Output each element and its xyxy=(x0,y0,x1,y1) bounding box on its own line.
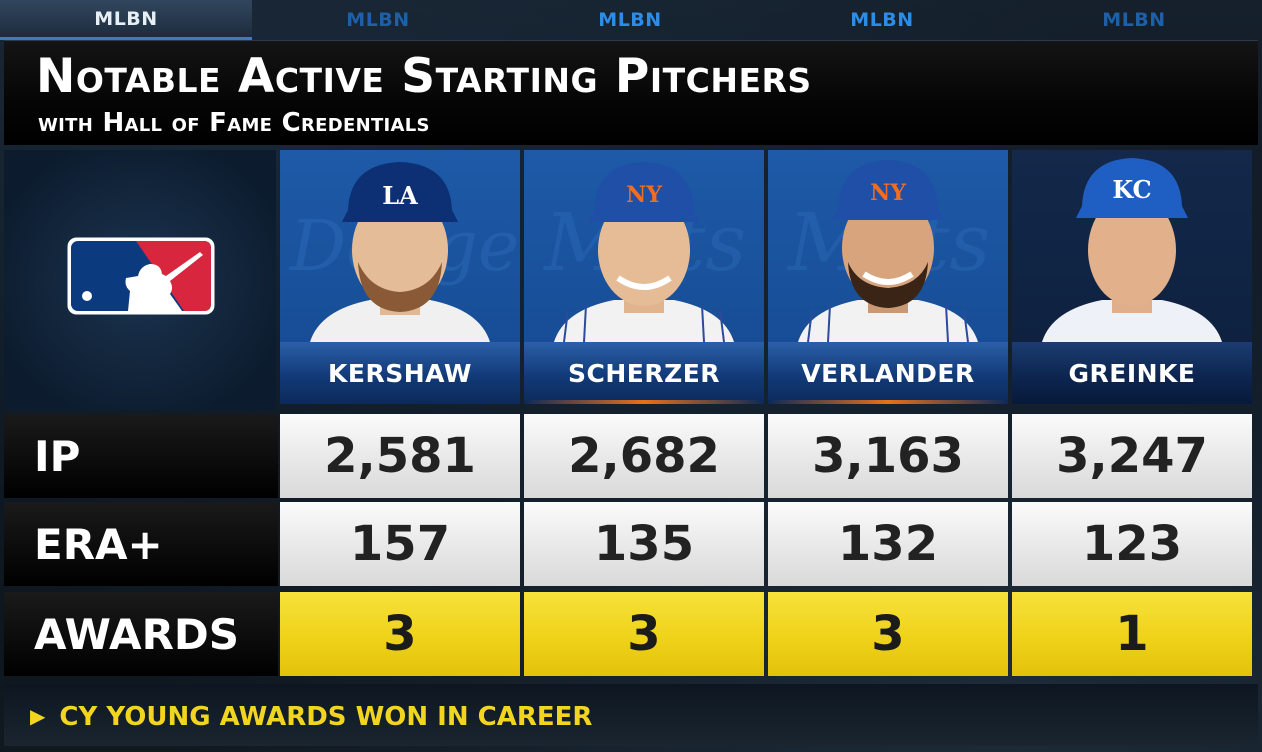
stat-label-era-plus: ERA+ xyxy=(4,502,278,586)
player-photo: Mets NY xyxy=(768,150,1008,342)
player-name: GREINKE xyxy=(1012,342,1252,404)
network-tabs: MLBN MLBN MLBN MLBN MLBN xyxy=(0,0,1262,40)
title-bar: Notable Active Starting Pitchers with Ha… xyxy=(4,40,1258,145)
stat-cell: 3 xyxy=(524,592,764,676)
player-column-verlander: Mets NY VERLANDER xyxy=(768,150,1008,410)
network-tab[interactable]: MLBN xyxy=(1102,9,1166,31)
footnote-text: CY YOUNG AWARDS WON IN CAREER xyxy=(59,702,593,732)
stat-cell: 132 xyxy=(768,502,1008,586)
stat-label-awards: AWARDS xyxy=(4,592,278,676)
stat-cell: 135 xyxy=(524,502,764,586)
footnote: ▶ CY YOUNG AWARDS WON IN CAREER xyxy=(30,702,592,732)
svg-text:NY: NY xyxy=(626,182,662,208)
network-tab[interactable]: MLBN xyxy=(598,9,662,31)
network-tab[interactable]: MLBN xyxy=(850,9,914,31)
player-photo: KC xyxy=(1012,150,1252,342)
svg-text:LA: LA xyxy=(382,181,418,210)
player-photo: Dodgers LA xyxy=(280,150,520,342)
stat-cell: 1 xyxy=(1012,592,1252,676)
player-column-kershaw: Dodgers LA KERSHAW xyxy=(280,150,520,410)
stat-cell: 157 xyxy=(280,502,520,586)
player-name-label: GREINKE xyxy=(1068,358,1196,388)
player-name-label: SCHERZER xyxy=(567,358,721,388)
stat-cell: 2,682 xyxy=(524,414,764,498)
player-column-greinke: KC GREINKE xyxy=(1012,150,1252,410)
play-arrow-icon: ▶ xyxy=(30,704,46,728)
stat-cell: 3,163 xyxy=(768,414,1008,498)
stat-cell: 3 xyxy=(280,592,520,676)
accent-stripe xyxy=(524,400,764,404)
player-name: KERSHAW xyxy=(280,342,520,404)
mlb-logo-icon xyxy=(67,237,215,315)
stat-cell: 2,581 xyxy=(280,414,520,498)
network-tab[interactable]: MLBN xyxy=(0,0,252,40)
footer-bar xyxy=(4,684,1258,746)
page-title: Notable Active Starting Pitchers xyxy=(36,49,812,104)
network-tab[interactable]: MLBN xyxy=(346,9,410,31)
player-name: SCHERZER xyxy=(524,342,764,404)
player-column-scherzer: Mets NY SCHERZER xyxy=(524,150,764,410)
svg-text:NY: NY xyxy=(870,180,906,206)
player-photo: Mets NY xyxy=(524,150,764,342)
player-name: VERLANDER xyxy=(768,342,1008,404)
stat-cell: 123 xyxy=(1012,502,1252,586)
page-subtitle: with Hall of Fame Credentials xyxy=(38,108,430,138)
player-name-label: VERLANDER xyxy=(801,358,975,388)
accent-stripe xyxy=(768,400,1008,404)
stat-label-ip: IP xyxy=(4,414,278,498)
player-name-label: KERSHAW xyxy=(328,358,472,388)
svg-text:KC: KC xyxy=(1112,175,1151,204)
stat-cell: 3,247 xyxy=(1012,414,1252,498)
stat-cell: 3 xyxy=(768,592,1008,676)
